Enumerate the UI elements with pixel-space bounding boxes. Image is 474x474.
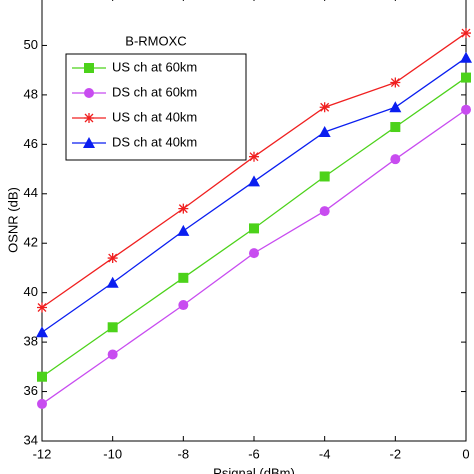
marker xyxy=(178,272,189,283)
y-tick-label: 36 xyxy=(24,383,38,398)
y-tick-label: 38 xyxy=(24,334,38,349)
x-tick-label: -6 xyxy=(248,446,260,461)
marker xyxy=(318,125,331,137)
y-tick-label: 42 xyxy=(24,235,38,250)
y-tick-label: 44 xyxy=(24,185,38,200)
marker xyxy=(84,88,94,98)
y-tick-label: 50 xyxy=(24,37,38,52)
x-tick-label: -12 xyxy=(33,446,52,461)
legend: B-RMOXC US ch at 60km DS ch at 60km US ch a… xyxy=(65,33,247,161)
marker xyxy=(106,276,119,288)
x-axis-label: Psignal (dBm) xyxy=(213,465,295,474)
marker xyxy=(249,151,259,162)
marker xyxy=(84,63,94,73)
marker xyxy=(461,28,471,39)
y-tick-label: 34 xyxy=(24,432,38,447)
marker xyxy=(319,206,330,217)
marker xyxy=(107,322,118,333)
marker xyxy=(390,122,401,133)
x-tick-label: -8 xyxy=(178,446,190,461)
marker xyxy=(37,302,47,313)
y-tick-label: 52 xyxy=(24,0,38,2)
marker xyxy=(249,223,259,234)
y-tick-label: 48 xyxy=(24,86,38,101)
legend-label: US ch at 60km xyxy=(112,59,197,74)
y-tick-label: 46 xyxy=(24,136,38,151)
x-tick-label: 0 xyxy=(462,446,469,461)
marker xyxy=(37,371,47,382)
marker xyxy=(248,175,260,187)
x-tick-label: -2 xyxy=(390,446,402,461)
marker xyxy=(389,101,402,113)
marker xyxy=(461,72,471,83)
legend-label: US ch at 40km xyxy=(112,109,197,124)
marker xyxy=(177,224,190,236)
legend-title: B-RMOXC xyxy=(125,33,186,48)
x-tick-label: -4 xyxy=(319,446,331,461)
legend-label: DS ch at 60km xyxy=(112,84,197,99)
marker xyxy=(460,51,472,63)
legend-box xyxy=(65,53,247,161)
marker xyxy=(84,113,94,123)
marker xyxy=(178,203,189,214)
marker xyxy=(249,248,259,259)
marker xyxy=(107,349,118,360)
marker xyxy=(37,398,47,409)
marker xyxy=(36,326,48,338)
y-axis-label: OSNR (dB) xyxy=(5,187,20,253)
marker xyxy=(107,253,118,264)
marker xyxy=(390,154,401,165)
marker xyxy=(390,77,401,88)
marker xyxy=(83,137,95,148)
marker xyxy=(461,104,471,115)
marker xyxy=(319,171,330,182)
legend-label: DS ch at 40km xyxy=(112,134,197,149)
x-tick-label: -10 xyxy=(103,446,122,461)
y-tick-label: 40 xyxy=(24,284,38,299)
marker xyxy=(178,300,189,311)
marker xyxy=(319,102,330,113)
